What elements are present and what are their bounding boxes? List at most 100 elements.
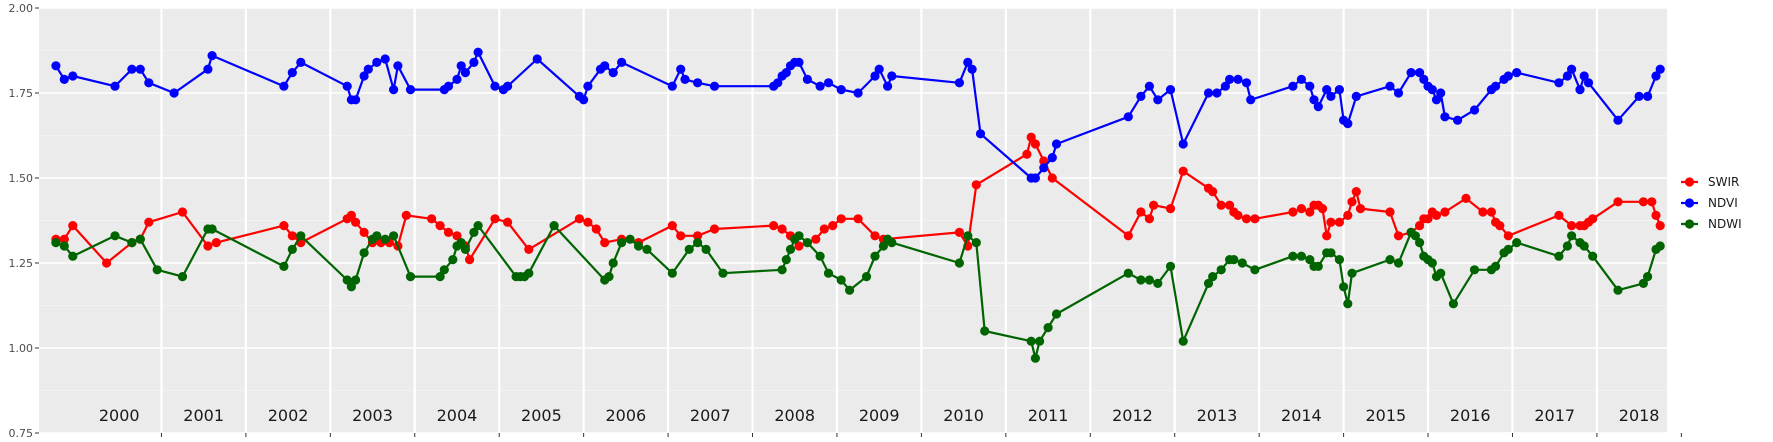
swir-point	[401, 210, 411, 220]
swir-point	[836, 214, 846, 224]
swir-point	[1326, 217, 1336, 227]
ndvi-point	[1406, 68, 1416, 78]
ndvi-point	[1419, 74, 1429, 84]
swir-point	[1347, 197, 1357, 207]
ndwi-point	[372, 231, 382, 241]
ndwi-point	[980, 326, 990, 336]
year-label: 2012	[1112, 406, 1153, 425]
ndvi-point	[1305, 81, 1315, 91]
ndvi-point	[600, 61, 610, 71]
ndwi-point	[625, 234, 635, 244]
ndvi-point	[1313, 102, 1323, 112]
swir-point	[490, 214, 500, 224]
ndvi-point	[389, 85, 399, 95]
ndwi-point	[1136, 275, 1146, 285]
y-axis: 0.75 1.00 1.25 1.50 1.75 2.00	[9, 2, 1682, 440]
swir-point	[1351, 187, 1361, 197]
ndvi-point	[287, 68, 297, 78]
ndvi-point	[1431, 95, 1442, 105]
ndvi-point	[1583, 78, 1594, 88]
swir-point	[203, 241, 213, 251]
ndwi-point	[296, 231, 306, 241]
ndwi-point	[1216, 265, 1226, 275]
ndvi-point	[1153, 95, 1163, 105]
swir-point	[583, 217, 593, 227]
ndvi-point	[1051, 139, 1062, 149]
ndwi-point	[473, 221, 483, 231]
ndwi-point	[439, 265, 449, 275]
ndvi-point	[1144, 81, 1154, 91]
ndwi-point	[380, 234, 390, 244]
swir-point	[465, 255, 475, 265]
year-label: 2009	[859, 406, 900, 425]
ndvi-point	[473, 47, 483, 57]
swir-point	[68, 221, 78, 231]
swir-point	[1241, 214, 1252, 224]
swir-point	[1588, 214, 1598, 224]
ndwi-point	[718, 268, 728, 278]
ndwi-point	[1165, 261, 1176, 271]
ndwi-point	[435, 272, 445, 282]
ndvi-point	[1326, 91, 1336, 101]
ndvi-point	[954, 78, 965, 88]
swir-point	[1030, 139, 1040, 149]
ndwi-point	[1026, 336, 1036, 346]
ndvi-point	[1343, 119, 1353, 129]
ndwi-point	[861, 272, 872, 282]
ndvi-point	[1436, 88, 1446, 98]
swir-point	[524, 244, 534, 254]
ndvi-point	[794, 57, 804, 67]
ndvi-point	[351, 95, 361, 105]
legend-ndwi-label: NDWI	[1708, 217, 1742, 231]
ndwi-point	[684, 244, 694, 254]
ndvi-point	[617, 57, 627, 67]
swir-point	[1322, 231, 1332, 241]
ndwi-point	[1588, 251, 1598, 261]
ndwi-point	[971, 238, 981, 248]
ndwi-point	[1562, 241, 1572, 251]
swir-point	[452, 231, 462, 241]
ndvi-point	[1634, 91, 1644, 101]
ndwi-point	[604, 272, 614, 282]
swir-point	[503, 217, 513, 227]
ndvi-point	[1030, 173, 1040, 183]
ndwi-point	[1237, 258, 1247, 268]
ndvi-point	[169, 88, 179, 98]
ndvi-point	[1165, 85, 1176, 95]
ndwi-point	[1296, 251, 1306, 261]
ndvi-point	[1415, 68, 1425, 78]
ndwi-point	[1250, 265, 1260, 275]
ndvi-point	[359, 71, 369, 81]
ndvi-point	[1427, 85, 1437, 95]
swir-point	[59, 234, 69, 244]
ndwi-point	[1339, 282, 1349, 292]
ndwi-point	[287, 244, 297, 254]
swir-point	[1440, 207, 1450, 217]
ndwi-point	[1288, 251, 1298, 261]
ndwi-point	[633, 241, 644, 251]
legend-ndvi-marker	[1684, 198, 1695, 208]
year-label: 2016	[1450, 406, 1491, 425]
ndvi-point	[456, 61, 466, 71]
ndvi-point	[135, 64, 145, 74]
ndvi-point	[144, 78, 154, 88]
ndvi-point	[342, 81, 352, 91]
year-label: 2008	[774, 406, 815, 425]
swir-point	[211, 238, 221, 248]
ndwi-point	[469, 227, 479, 237]
ndvi-point	[68, 71, 78, 81]
ndvi-point	[887, 71, 897, 81]
year-label: 2010	[943, 406, 984, 425]
swir-point	[693, 231, 703, 241]
ndwi-point	[1410, 231, 1420, 241]
ndwi-point	[389, 231, 399, 241]
ndvi-point	[1288, 81, 1298, 91]
ndvi-point	[1246, 95, 1256, 105]
swir-point	[1250, 214, 1260, 224]
ndvi-point	[608, 68, 618, 78]
swir-point	[591, 224, 601, 234]
ndvi-point	[207, 51, 217, 61]
ndwi-point	[1567, 231, 1577, 241]
ndvi-point	[1453, 115, 1463, 125]
swir-point	[1495, 221, 1505, 231]
